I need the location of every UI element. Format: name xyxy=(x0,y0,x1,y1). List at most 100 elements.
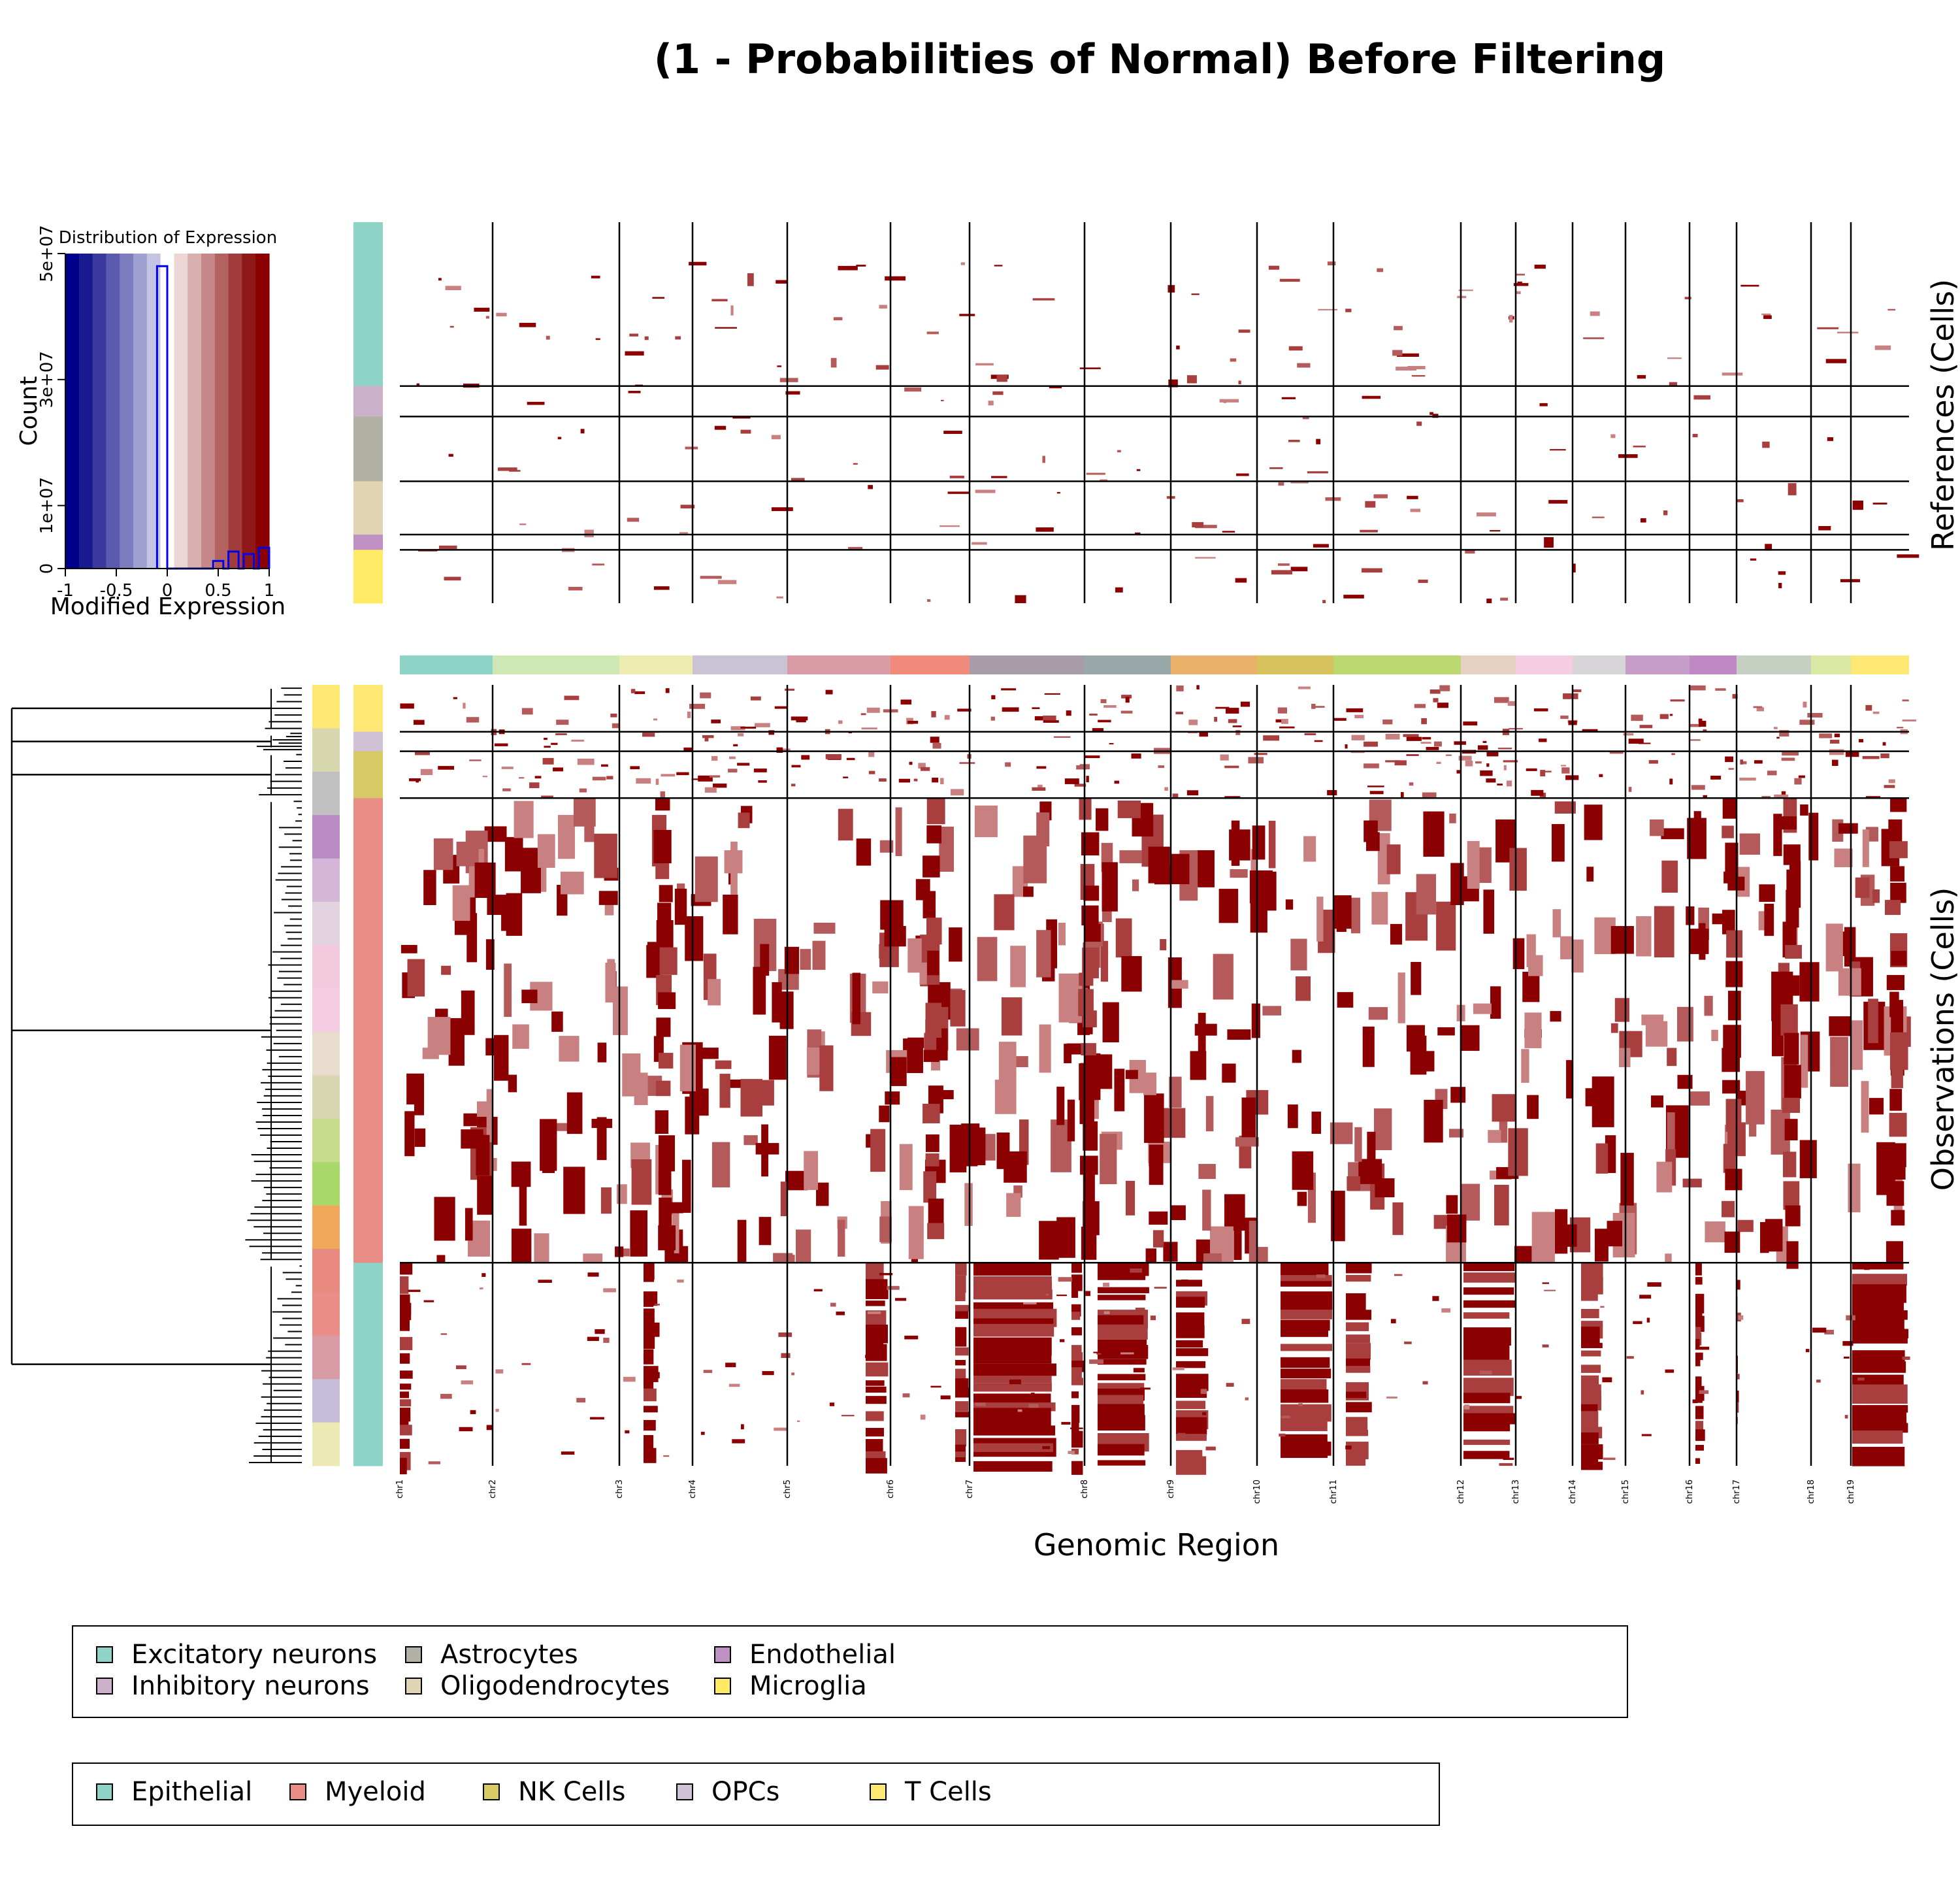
observation-cnv-block xyxy=(1312,706,1325,708)
observation-cnv-block xyxy=(1176,1449,1203,1458)
reference-cnv-block xyxy=(1271,570,1292,575)
observation-cnv-block xyxy=(907,720,919,724)
reference-cnv-block xyxy=(1079,367,1101,369)
subcluster-band xyxy=(312,1205,340,1249)
observation-cnv-block xyxy=(1079,1063,1095,1100)
chromosome-label-chr5: chr5 xyxy=(783,1480,792,1498)
reference-cnv-block xyxy=(474,307,490,312)
reference-cnv-block xyxy=(1684,297,1691,299)
observation-cnv-block xyxy=(1829,739,1840,744)
observation-cnv-block xyxy=(598,891,618,905)
observation-group-2 xyxy=(353,751,383,799)
reference-cnv-block xyxy=(1486,598,1492,603)
observation-cnv-block xyxy=(1074,784,1086,787)
observation-cnv-block xyxy=(1254,753,1267,755)
reference-cnv-block xyxy=(1278,482,1284,486)
observation-cnv-block xyxy=(644,1406,658,1413)
reference-cnv-block xyxy=(1874,345,1891,350)
observation-cnv-block xyxy=(1205,1446,1216,1451)
observation-cnv-block xyxy=(1773,727,1778,729)
observation-cnv-block xyxy=(1114,1068,1125,1112)
observation-cnv-block xyxy=(1345,744,1348,749)
observation-cnv-block xyxy=(776,747,783,753)
chromosome-label-chr16: chr16 xyxy=(1685,1480,1695,1504)
reference-cnv-block xyxy=(1307,471,1328,474)
observation-cnv-block xyxy=(1251,1003,1260,1038)
observation-cnv-block xyxy=(709,775,721,778)
observation-cnv-block xyxy=(1728,768,1734,770)
observation-cnv-block xyxy=(780,1182,788,1217)
observation-cnv-block xyxy=(413,720,425,725)
observation-cnv-block xyxy=(519,1176,527,1226)
observation-cnv-block xyxy=(1651,1095,1664,1108)
observation-cnv-block xyxy=(812,940,826,970)
observation-cnv-block xyxy=(1661,860,1678,893)
observation-cnv-block xyxy=(1364,741,1378,747)
observation-cnv-block xyxy=(541,795,554,799)
observation-cnv-block xyxy=(461,990,475,1035)
observations-axis-label: Observations (Cells) xyxy=(1925,887,1960,1191)
chromosome-band-chr4 xyxy=(693,655,787,674)
observation-cnv-block xyxy=(556,720,569,725)
y-tick-label: 1e+07 xyxy=(37,477,57,534)
observation-cnv-block xyxy=(1058,922,1066,946)
observation-cnv-block xyxy=(1571,939,1584,973)
observation-cnv-block xyxy=(1120,1352,1134,1355)
reference-cnv-block xyxy=(776,280,787,284)
observation-cnv-block xyxy=(1852,1300,1904,1312)
observation-cnv-block xyxy=(1064,778,1079,784)
observation-cnv-block xyxy=(1659,714,1669,720)
observation-cnv-block xyxy=(872,981,889,994)
observation-cnv-block xyxy=(653,830,672,864)
observation-cnv-block xyxy=(732,1439,745,1444)
observation-cnv-block xyxy=(900,699,912,705)
chromosome-label-chr15: chr15 xyxy=(1621,1480,1631,1504)
observation-cnv-block xyxy=(852,972,860,1025)
observation-cnv-block xyxy=(866,1362,889,1377)
observation-cnv-block xyxy=(1176,1417,1207,1435)
observation-cnv-block xyxy=(1176,685,1184,691)
reference-cnv-block xyxy=(1238,380,1241,385)
observation-cnv-block xyxy=(508,1074,517,1093)
observation-cnv-block xyxy=(923,1171,937,1203)
reference-cnv-block xyxy=(943,431,962,434)
observation-cnv-block xyxy=(1503,760,1518,763)
observation-cnv-block xyxy=(1385,760,1400,763)
reference-cnv-block xyxy=(1322,600,1326,603)
observation-group-0 xyxy=(353,685,383,733)
reference-cnv-block xyxy=(679,532,689,534)
observation-cnv-block xyxy=(879,778,887,782)
observation-cnv-block xyxy=(1316,897,1324,942)
observation-cnv-block xyxy=(711,755,718,761)
observation-annotation-bars xyxy=(312,685,383,1466)
reference-cnv-block xyxy=(1509,314,1513,323)
reference-cnv-block xyxy=(1500,597,1509,601)
observation-cnv-block xyxy=(801,755,810,760)
observation-cnv-block xyxy=(1032,1359,1040,1363)
observation-cnv-block xyxy=(1467,840,1480,889)
observation-cnv-block xyxy=(1023,1302,1037,1305)
observation-cnv-block xyxy=(1682,1178,1702,1187)
observation-cnv-block xyxy=(1503,1457,1514,1461)
observation-cnv-block xyxy=(1463,1451,1510,1459)
observation-cnv-block xyxy=(1891,1210,1905,1226)
legend-swatch xyxy=(96,1783,113,1800)
observation-cnv-block xyxy=(1477,745,1488,750)
observation-cnv-block xyxy=(753,769,767,772)
x-tick-label: 1 xyxy=(264,581,275,601)
observation-cnv-block xyxy=(768,1035,787,1080)
observation-cnv-block xyxy=(1902,699,1909,702)
observation-cnv-block xyxy=(927,1223,945,1240)
observation-cnv-block xyxy=(1887,1160,1906,1180)
observation-cnv-block xyxy=(1890,882,1906,903)
observation-cnv-block xyxy=(1585,1088,1609,1106)
observation-cnv-block xyxy=(1096,1353,1102,1355)
observation-cnv-block xyxy=(1692,1399,1698,1404)
observation-cnv-block xyxy=(1030,1393,1035,1395)
observation-cnv-block xyxy=(1623,733,1634,736)
observation-cnv-block xyxy=(1149,1211,1168,1225)
reference-cnv-block xyxy=(1235,578,1247,583)
observation-cnv-block xyxy=(584,806,595,842)
reference-cnv-block xyxy=(960,262,966,265)
chromosome-label-chr13: chr13 xyxy=(1511,1480,1521,1504)
